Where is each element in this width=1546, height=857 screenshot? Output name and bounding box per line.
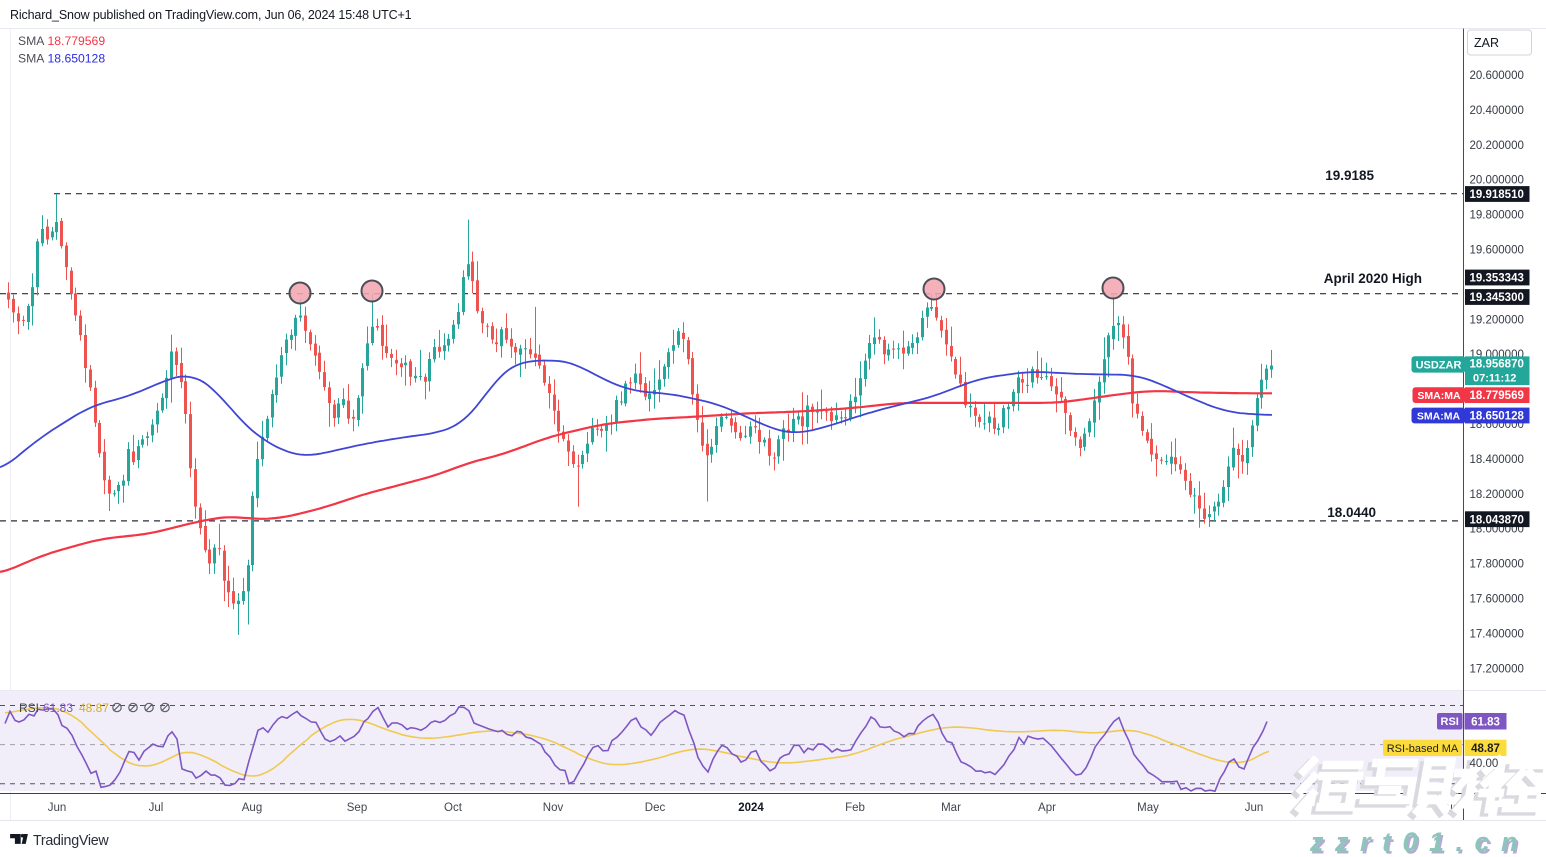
svg-text:40.00: 40.00 <box>1470 758 1499 770</box>
svg-text:18.779569: 18.779569 <box>48 34 106 48</box>
svg-text:19.345300: 19.345300 <box>1470 292 1524 304</box>
svg-text:18.650128: 18.650128 <box>1470 411 1525 423</box>
svg-text:18.779569: 18.779569 <box>1470 390 1524 402</box>
svg-text:RSI: RSI <box>1441 716 1459 728</box>
svg-text:Dec: Dec <box>645 802 666 814</box>
svg-text:SMA:MA: SMA:MA <box>1417 410 1461 422</box>
svg-text:Feb: Feb <box>845 802 865 814</box>
svg-text:Jun: Jun <box>48 802 67 814</box>
svg-text:SMA: SMA <box>18 52 45 66</box>
svg-text:zzrt01.cn: zzrt01.cn <box>1309 827 1529 857</box>
svg-text:61.83: 61.83 <box>1471 716 1500 728</box>
svg-text:SMA:MA: SMA:MA <box>1417 390 1461 402</box>
svg-text:Richard_Snow published on Trad: Richard_Snow published on TradingView.co… <box>10 8 412 22</box>
svg-text:18.650128: 18.650128 <box>48 52 106 66</box>
svg-text:20.400000: 20.400000 <box>1470 105 1524 117</box>
svg-text:18.400000: 18.400000 <box>1470 454 1524 466</box>
svg-text:19.353343: 19.353343 <box>1470 273 1524 285</box>
svg-text:Jul: Jul <box>149 802 164 814</box>
svg-text:Apr: Apr <box>1038 802 1056 814</box>
svg-text:19.200000: 19.200000 <box>1470 314 1524 326</box>
svg-text:Aug: Aug <box>242 802 262 814</box>
svg-text:Sep: Sep <box>347 802 367 814</box>
svg-text:zzrt01.cn: zzrt01.cn <box>1311 830 1531 857</box>
svg-text:18.043870: 18.043870 <box>1470 514 1524 526</box>
svg-text:TradingView: TradingView <box>33 833 109 849</box>
svg-text:19.800000: 19.800000 <box>1470 210 1524 222</box>
svg-text:19.918510: 19.918510 <box>1470 189 1524 201</box>
svg-text:17.800000: 17.800000 <box>1470 559 1524 571</box>
svg-text:Jun: Jun <box>1245 802 1264 814</box>
svg-text:2024: 2024 <box>738 802 764 814</box>
svg-text:19.600000: 19.600000 <box>1470 245 1524 257</box>
svg-text:18.956870: 18.956870 <box>1470 359 1524 371</box>
svg-text:April 2020 High: April 2020 High <box>1324 271 1422 286</box>
svg-text:RSI: RSI <box>19 701 39 715</box>
svg-text:20.000000: 20.000000 <box>1470 175 1524 187</box>
svg-text:19.9185: 19.9185 <box>1325 168 1374 183</box>
svg-text:18.200000: 18.200000 <box>1470 489 1524 501</box>
svg-text:20.200000: 20.200000 <box>1470 140 1524 152</box>
svg-text:18.0440: 18.0440 <box>1327 505 1376 520</box>
svg-text:17.400000: 17.400000 <box>1470 628 1524 640</box>
svg-text:USDZAR: USDZAR <box>1416 359 1462 371</box>
svg-text:07:11:12: 07:11:12 <box>1473 372 1516 384</box>
svg-text:May: May <box>1137 802 1159 814</box>
svg-text:48.87: 48.87 <box>79 701 109 715</box>
svg-text:17.600000: 17.600000 <box>1470 594 1524 606</box>
svg-text:Oct: Oct <box>444 802 463 814</box>
svg-text:20.600000: 20.600000 <box>1470 70 1524 82</box>
svg-text:Nov: Nov <box>543 802 564 814</box>
svg-text:SMA: SMA <box>18 34 45 48</box>
svg-text:ZAR: ZAR <box>1474 36 1499 50</box>
svg-text:61.83: 61.83 <box>43 701 73 715</box>
svg-text:Mar: Mar <box>941 802 961 814</box>
svg-text:RSI-based MA: RSI-based MA <box>1387 743 1459 755</box>
svg-text:17.200000: 17.200000 <box>1470 663 1524 675</box>
svg-text:48.87: 48.87 <box>1471 743 1500 755</box>
